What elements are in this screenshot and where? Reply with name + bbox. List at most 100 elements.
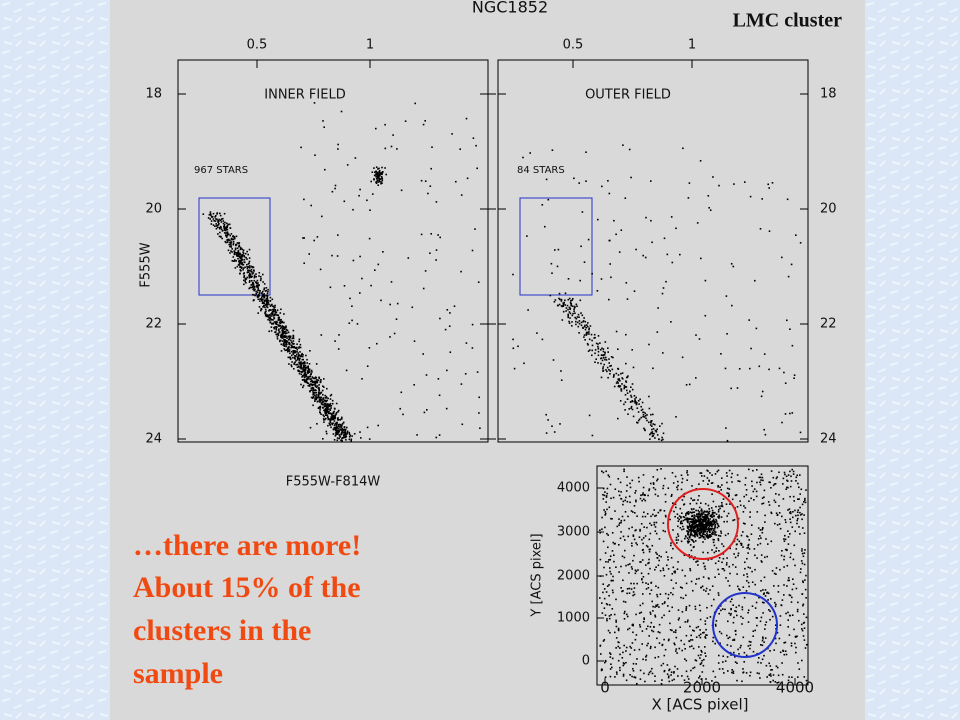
star [790,601,793,603]
star [574,316,576,319]
star [267,290,269,293]
star [315,363,318,365]
star [256,291,259,293]
star [323,421,325,423]
star [322,438,324,440]
star [318,389,321,392]
star [722,661,724,663]
star [649,647,652,650]
star [588,333,590,335]
star [346,426,348,429]
star [212,212,215,215]
star [603,566,605,569]
x-axis-label: F555W-F814W [286,475,381,490]
star [602,471,605,474]
star [315,397,318,400]
star [618,544,620,546]
star [269,318,271,320]
star [632,366,635,369]
star [681,356,684,359]
star [636,422,639,424]
star [661,616,663,619]
star [738,540,741,543]
star [320,413,322,415]
slide-text-line: About 15% of the [133,571,361,604]
star [544,225,546,228]
star [601,668,603,671]
star [264,306,266,309]
star [378,180,381,183]
star [731,598,733,600]
star [690,526,692,529]
star [704,620,707,622]
star [760,644,762,646]
star [345,435,348,438]
star [239,263,241,265]
star [747,621,750,623]
star [375,181,377,183]
star [643,498,645,500]
star [764,595,767,597]
star [231,260,234,262]
star [269,314,271,316]
star [686,540,689,543]
star [554,299,557,301]
star [337,234,339,236]
star [285,341,287,344]
star [721,568,724,570]
star [695,377,697,379]
star [718,573,720,575]
star [788,634,791,636]
star [673,642,675,645]
star [720,516,723,518]
star [603,357,605,359]
star [641,499,643,502]
star [728,488,731,490]
star [601,470,603,473]
star [611,518,613,520]
star [801,503,804,506]
star [647,673,650,676]
star [231,251,233,253]
star [236,247,239,250]
star [389,303,391,306]
star [241,261,243,264]
star [320,392,322,394]
star [778,637,781,640]
star [340,433,342,436]
star [253,269,255,271]
star [720,609,722,612]
star [795,480,797,482]
star [758,365,761,368]
star [739,504,742,507]
star [749,516,751,518]
star [686,470,688,472]
star [734,656,736,658]
star [378,174,381,176]
star [719,486,721,488]
star [239,256,241,258]
star [654,526,657,528]
star [760,473,763,476]
star [307,384,310,387]
star [740,534,743,537]
star [255,293,258,295]
star [775,624,777,626]
star [329,421,332,424]
star [658,559,660,562]
star [789,556,792,559]
star [653,509,655,511]
star [232,260,235,262]
star [343,426,346,428]
star [624,197,627,199]
star [282,325,285,328]
star [709,524,712,526]
star [685,384,688,386]
star [617,641,619,643]
star [689,502,691,505]
star [223,227,226,229]
star [306,381,308,384]
star [553,431,556,433]
star [395,318,398,320]
star [668,668,671,671]
